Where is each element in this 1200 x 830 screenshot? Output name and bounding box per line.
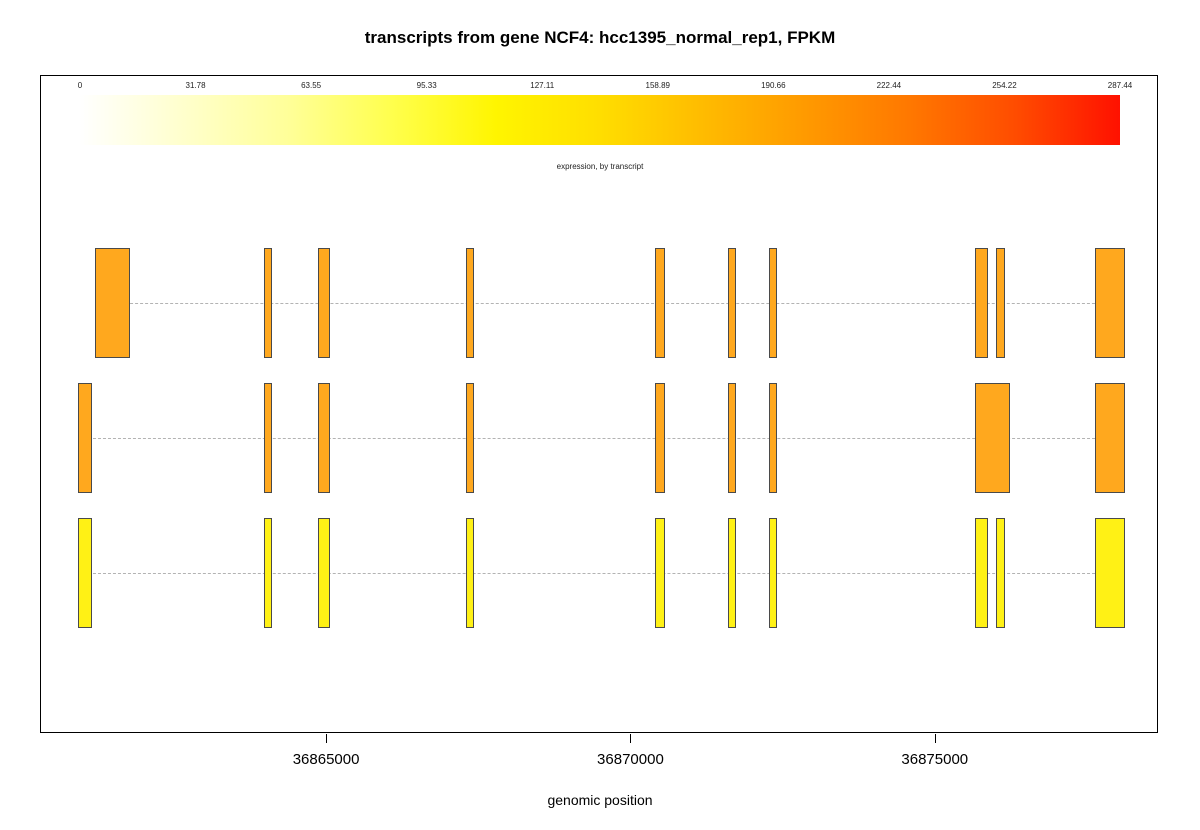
- intron-dashed-line: [94, 303, 1126, 304]
- exon-block: [264, 383, 272, 493]
- exon-block: [466, 248, 474, 358]
- colorbar-tick-label: 63.55: [301, 81, 322, 90]
- x-axis-tick: [934, 734, 936, 743]
- colorbar-tick-label: 95.33: [416, 81, 437, 90]
- colorbar-tick-label: 127.11: [530, 81, 555, 90]
- colorbar-gradient: [80, 95, 1120, 145]
- exon-block: [264, 518, 272, 628]
- x-axis-tick-label: 36875000: [901, 751, 969, 768]
- exon-block: [318, 248, 330, 358]
- colorbar-tick-label: 190.66: [761, 81, 786, 90]
- colorbar-label: expression, by transcript: [556, 162, 644, 171]
- exon-block: [769, 518, 778, 628]
- exon-block: [77, 383, 92, 493]
- exon-block: [974, 518, 988, 628]
- exon-block: [996, 248, 1005, 358]
- exon-block: [769, 383, 778, 493]
- colorbar-tick-label: 158.89: [645, 81, 670, 90]
- exon-block: [654, 518, 666, 628]
- exon-block: [974, 383, 1011, 493]
- intron-dashed-line: [77, 573, 1126, 574]
- exon-block: [727, 383, 736, 493]
- plot-area: [40, 75, 1158, 733]
- colorbar-tick-label: 254.22: [992, 81, 1017, 90]
- exon-block: [318, 518, 330, 628]
- exon-block: [77, 518, 92, 628]
- x-axis-tick-label: 36870000: [597, 751, 664, 768]
- colorbar-tick-labels: 0 31.78 63.55 95.33 127.11 158.89 190.66 222.44…: [0, 81, 1200, 91]
- exon-block: [466, 518, 474, 628]
- exon-block: [727, 248, 736, 358]
- exon-block: [654, 248, 666, 358]
- x-axis-label: genomic position: [547, 792, 653, 808]
- colorbar-tick-label: 31.78: [185, 81, 206, 90]
- exon-block: [1094, 383, 1126, 493]
- x-axis-tick: [326, 734, 328, 743]
- chart-title: transcripts from gene NCF4: hcc1395_norm…: [364, 28, 836, 47]
- exon-block: [654, 383, 666, 493]
- intron-dashed-line: [77, 438, 1126, 439]
- exon-block: [264, 248, 272, 358]
- exon-block: [727, 518, 736, 628]
- exon-block: [769, 248, 778, 358]
- colorbar-tick-label: 0: [77, 81, 83, 90]
- colorbar-tick-label: 222.44: [876, 81, 902, 90]
- exon-block: [1094, 248, 1126, 358]
- x-axis-tick-label: 36865000: [292, 751, 360, 768]
- exon-block: [94, 248, 131, 358]
- colorbar-tick-label: 287.44: [1107, 81, 1133, 90]
- x-axis-tick: [630, 734, 632, 743]
- exon-block: [318, 383, 330, 493]
- exon-block: [1094, 518, 1126, 628]
- exon-block: [466, 383, 474, 493]
- exon-block: [974, 248, 988, 358]
- exon-block: [996, 518, 1005, 628]
